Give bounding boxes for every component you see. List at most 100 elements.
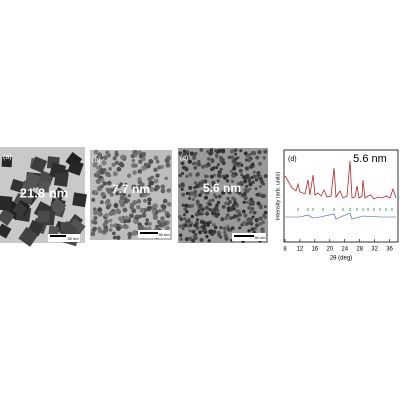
particle bbox=[227, 184, 231, 188]
x-tick-label: 8 bbox=[283, 247, 287, 253]
particle bbox=[148, 205, 153, 210]
particle bbox=[210, 167, 214, 172]
particle bbox=[104, 219, 109, 225]
particle bbox=[128, 213, 134, 219]
particle bbox=[252, 210, 257, 215]
particle bbox=[237, 191, 242, 195]
particle bbox=[216, 200, 221, 205]
particle bbox=[102, 155, 108, 161]
particle bbox=[205, 210, 209, 215]
particle bbox=[185, 191, 189, 196]
particle bbox=[207, 239, 211, 243]
particle bbox=[194, 151, 198, 156]
particle bbox=[244, 184, 249, 189]
particle bbox=[188, 172, 193, 177]
particle bbox=[203, 174, 208, 179]
particle bbox=[136, 204, 141, 210]
particle bbox=[198, 230, 203, 235]
particle bbox=[236, 156, 240, 160]
particle bbox=[249, 221, 254, 226]
particle bbox=[98, 164, 102, 169]
particle bbox=[193, 193, 198, 198]
particle bbox=[247, 158, 252, 163]
y-axis-label: Intensity (arb. units) bbox=[275, 172, 281, 220]
particle bbox=[229, 149, 234, 154]
particle bbox=[164, 158, 170, 164]
particle bbox=[214, 153, 219, 157]
particle bbox=[18, 226, 39, 247]
particle bbox=[260, 229, 265, 234]
particle bbox=[198, 181, 202, 185]
particle bbox=[165, 162, 171, 168]
particle bbox=[192, 156, 197, 161]
particle bbox=[141, 189, 147, 194]
particle bbox=[161, 204, 167, 210]
xrd-curve bbox=[284, 160, 397, 200]
particle bbox=[188, 185, 193, 191]
bragg-ticks bbox=[297, 208, 393, 211]
particle bbox=[216, 173, 221, 178]
particle bbox=[91, 197, 96, 202]
overlays: (a) 21.8 nm 50 nm (b) 7.7 nm 50 nm (c) 5… bbox=[3, 154, 266, 242]
particle bbox=[238, 226, 242, 230]
particle bbox=[212, 229, 217, 234]
scale-label: 50 nm bbox=[254, 235, 266, 240]
particle bbox=[180, 187, 184, 191]
particle bbox=[126, 173, 132, 179]
particle bbox=[217, 170, 222, 175]
particle bbox=[226, 206, 231, 211]
particle bbox=[210, 174, 214, 179]
particle bbox=[205, 205, 209, 209]
particle bbox=[240, 173, 244, 177]
particle bbox=[226, 227, 231, 232]
particle bbox=[190, 214, 194, 219]
particle bbox=[258, 205, 263, 210]
particle bbox=[226, 213, 230, 217]
particle bbox=[263, 205, 267, 209]
particle bbox=[160, 188, 166, 194]
particle bbox=[258, 185, 262, 189]
particle bbox=[190, 203, 195, 208]
particle bbox=[212, 193, 217, 197]
particle bbox=[234, 148, 238, 152]
particle bbox=[221, 160, 226, 166]
particle bbox=[230, 179, 235, 184]
particle bbox=[199, 220, 204, 224]
particle bbox=[245, 222, 249, 226]
particle bbox=[196, 162, 201, 167]
particle bbox=[181, 154, 185, 158]
particle bbox=[260, 193, 265, 198]
particle bbox=[263, 149, 268, 154]
particle bbox=[252, 170, 256, 174]
particle bbox=[247, 205, 252, 210]
particle bbox=[206, 157, 211, 161]
particle bbox=[139, 207, 145, 213]
particle bbox=[182, 213, 186, 217]
particle bbox=[102, 181, 107, 186]
particle bbox=[147, 226, 152, 231]
particle bbox=[123, 182, 128, 187]
particle bbox=[0, 195, 13, 211]
particle bbox=[225, 179, 230, 183]
plot-frame bbox=[283, 149, 399, 243]
particle bbox=[97, 226, 102, 231]
particle bbox=[123, 215, 128, 220]
particle bbox=[241, 193, 245, 198]
particle bbox=[219, 159, 223, 163]
particle bbox=[193, 185, 197, 190]
particle bbox=[106, 205, 110, 209]
particle bbox=[131, 208, 137, 214]
particle bbox=[219, 226, 223, 230]
particle bbox=[222, 189, 226, 193]
particle bbox=[251, 215, 255, 219]
xrd-panel: (d) 5.6 nm Intensity (arb. units) 2θ (de… bbox=[275, 149, 399, 262]
particle bbox=[193, 161, 197, 166]
tem-panel-a bbox=[0, 147, 87, 247]
particle bbox=[236, 185, 240, 190]
particle bbox=[187, 159, 192, 164]
particle bbox=[233, 214, 238, 219]
particle bbox=[93, 172, 99, 178]
particle bbox=[116, 226, 121, 231]
particle bbox=[227, 190, 231, 194]
